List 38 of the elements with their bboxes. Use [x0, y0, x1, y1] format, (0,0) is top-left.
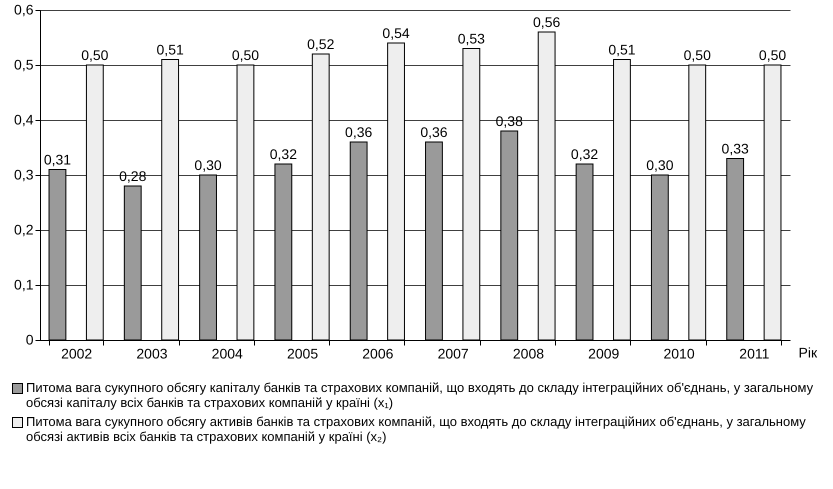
data-label: 0,50 [758, 47, 786, 63]
data-label: 0,36 [420, 124, 448, 140]
legend-label: Питома вага сукупного обсягу активів банків та страхових компаній, що входять до складу інтеграційних об'єднань, у загальному обсязі активів всіх банків та страхових компаній у країні (x₂) [26, 414, 807, 444]
y-tick-label: 0,3 [14, 166, 34, 182]
y-tick-label: 0,1 [14, 276, 34, 292]
y-tick-label: 0,6 [14, 2, 34, 18]
x-tick-label: 2002 [61, 346, 92, 362]
x-axis-title: Рік [798, 344, 818, 360]
data-label: 0,51 [608, 42, 636, 58]
data-label: 0,53 [458, 30, 486, 46]
x-tick-label: 2011 [739, 346, 770, 362]
data-label: 0,50 [684, 47, 712, 63]
data-label: 0,30 [646, 157, 674, 173]
y-tick-label: 0,4 [14, 112, 34, 128]
data-label: 0,50 [81, 47, 109, 63]
x-tick-label: 2009 [588, 346, 620, 362]
data-label: 0,52 [307, 36, 335, 52]
y-tick-label: 0 [26, 332, 34, 348]
data-label: 0,54 [382, 25, 410, 41]
x-tick-label: 2008 [512, 346, 544, 362]
data-label: 0,36 [345, 124, 372, 140]
data-label: 0,33 [722, 140, 749, 156]
x-tick-label: 2005 [286, 346, 318, 362]
y-tick-label: 0,5 [14, 56, 34, 72]
x-tick-label: 2003 [136, 346, 168, 362]
x-tick-label: 2004 [212, 346, 244, 362]
x-tick-label: 2006 [362, 346, 394, 362]
data-label: 0,32 [570, 146, 598, 162]
y-tick-label: 0,2 [14, 222, 34, 238]
data-label: 0,31 [44, 152, 72, 168]
data-label: 0,30 [194, 157, 222, 173]
x-tick-label: 2007 [438, 346, 469, 362]
data-label: 0,50 [232, 47, 260, 63]
legend-label: Питома вага сукупного обсягу капіталу банків та страхових компаній, що входять до складу інтеграційних об'єднань, у загальному обсязі капіталу всіх банків та страхових компаній у країні (x₁) [26, 380, 814, 410]
data-label: 0,51 [156, 42, 184, 58]
data-label: 0,56 [533, 14, 560, 30]
data-label: 0,32 [270, 146, 298, 162]
x-tick-label: 2010 [663, 346, 695, 362]
